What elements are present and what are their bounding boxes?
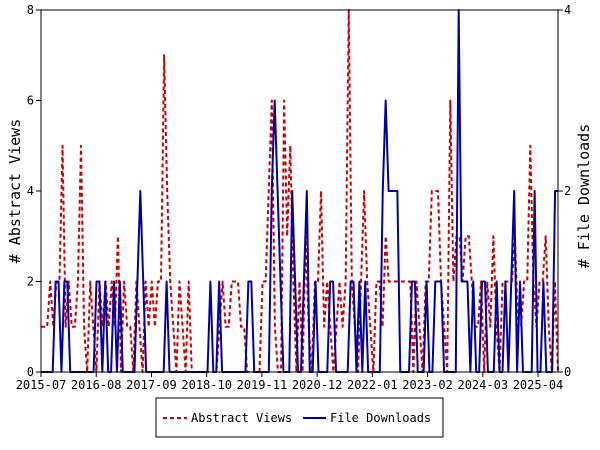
y-tick-label-left: 6 xyxy=(27,94,34,108)
x-tick-label: 2024-03 xyxy=(457,378,508,392)
y-axis-title-right: # File Downloads xyxy=(575,124,593,269)
x-tick-label: 2023-02 xyxy=(402,378,453,392)
y-tick-label-left: 0 xyxy=(27,365,34,379)
legend-label-file-downloads: File Downloads xyxy=(330,411,431,425)
x-tick-label: 2020-12 xyxy=(292,378,343,392)
y-tick-label-right: 2 xyxy=(564,184,571,198)
x-tick-label: 2019-11 xyxy=(237,378,288,392)
axis-layer: 0 2 4 6 8 0 2 4 2015-07 2016-08 2017-09 2018-10 2019… xyxy=(16,3,572,392)
legend-label-abstract-views: Abstract Views xyxy=(191,411,292,425)
y-tick-label-right: 0 xyxy=(564,365,571,379)
x-tick-label: 2015-07 xyxy=(16,378,67,392)
legend-box xyxy=(155,397,444,438)
y-axis-title-left: # Abstract Views xyxy=(6,119,24,264)
x-tick-label: 2017-09 xyxy=(126,378,177,392)
y-tick-label-left: 4 xyxy=(27,184,34,198)
legend: Abstract Views File Downloads xyxy=(155,397,444,438)
y-tick-label-left: 8 xyxy=(27,3,34,17)
y-tick-label-left: 2 xyxy=(27,275,34,289)
x-tick-label: 2025-04 xyxy=(513,378,564,392)
x-tick-label: 2018-10 xyxy=(181,378,232,392)
x-tick-label: 2022-01 xyxy=(347,378,398,392)
y-tick-label-right: 4 xyxy=(564,3,571,17)
x-tick-label: 2016-08 xyxy=(71,378,122,392)
